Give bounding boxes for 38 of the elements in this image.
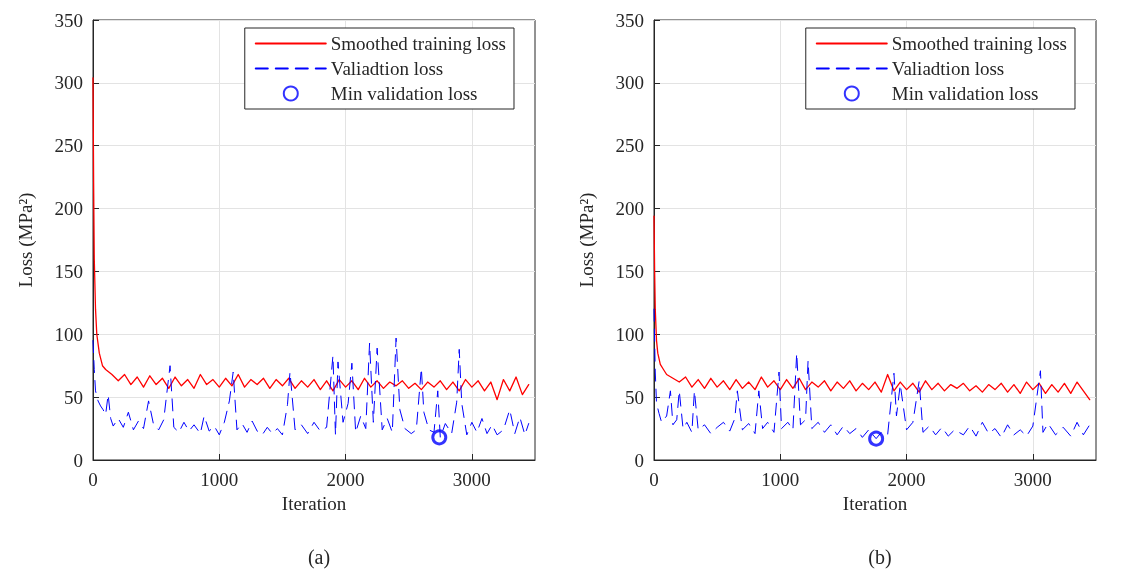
y-tick-label: 200 bbox=[615, 198, 644, 220]
legend-label: Min validation loss bbox=[330, 83, 478, 104]
y-tick-label: 150 bbox=[615, 260, 644, 282]
x-tick-label: 1000 bbox=[200, 469, 239, 490]
y-tick-label: 350 bbox=[54, 9, 83, 31]
line-series bbox=[92, 77, 530, 401]
legend-label: Smoothed training loss bbox=[891, 33, 1068, 54]
legend-label: Valiadtion loss bbox=[891, 58, 1005, 79]
x-axis-title: Iteration bbox=[842, 493, 908, 514]
y-tick-label: 0 bbox=[634, 449, 644, 471]
x-tick-label: 0 bbox=[649, 469, 659, 490]
y-tick-label: 250 bbox=[54, 135, 83, 157]
line-series bbox=[653, 215, 1091, 401]
y-tick-label: 300 bbox=[54, 72, 83, 94]
text: (a) bbox=[307, 546, 331, 569]
y-tick-label: 0 bbox=[73, 449, 83, 471]
x-tick-label: 1000 bbox=[761, 469, 800, 490]
y-tick-label: 50 bbox=[64, 386, 83, 408]
legend-label: Smoothed training loss bbox=[330, 33, 507, 54]
y-tick-label: 50 bbox=[625, 386, 644, 408]
x-tick-label: 2000 bbox=[326, 469, 365, 490]
y-tick-label: 100 bbox=[54, 323, 83, 345]
x-axis-title: Iteration bbox=[281, 493, 347, 514]
x-tick-label: 0 bbox=[88, 469, 98, 490]
y-tick-label: 350 bbox=[615, 9, 644, 31]
text: (b) bbox=[868, 546, 892, 569]
y-tick-label: 200 bbox=[54, 198, 83, 220]
y-tick-label: 100 bbox=[615, 323, 644, 345]
y-tick-label: 150 bbox=[54, 260, 83, 282]
y-axis-title: Loss (MPa²) bbox=[15, 192, 37, 288]
y-axis-title: Loss (MPa²) bbox=[576, 192, 598, 288]
x-tick-label: 2000 bbox=[887, 469, 926, 490]
x-tick-label: 3000 bbox=[452, 469, 491, 490]
legend-label: Valiadtion loss bbox=[330, 58, 444, 79]
legend-label: Min validation loss bbox=[891, 83, 1039, 104]
y-tick-label: 300 bbox=[615, 72, 644, 94]
y-tick-label: 250 bbox=[615, 135, 644, 157]
x-tick-label: 3000 bbox=[1013, 469, 1052, 490]
